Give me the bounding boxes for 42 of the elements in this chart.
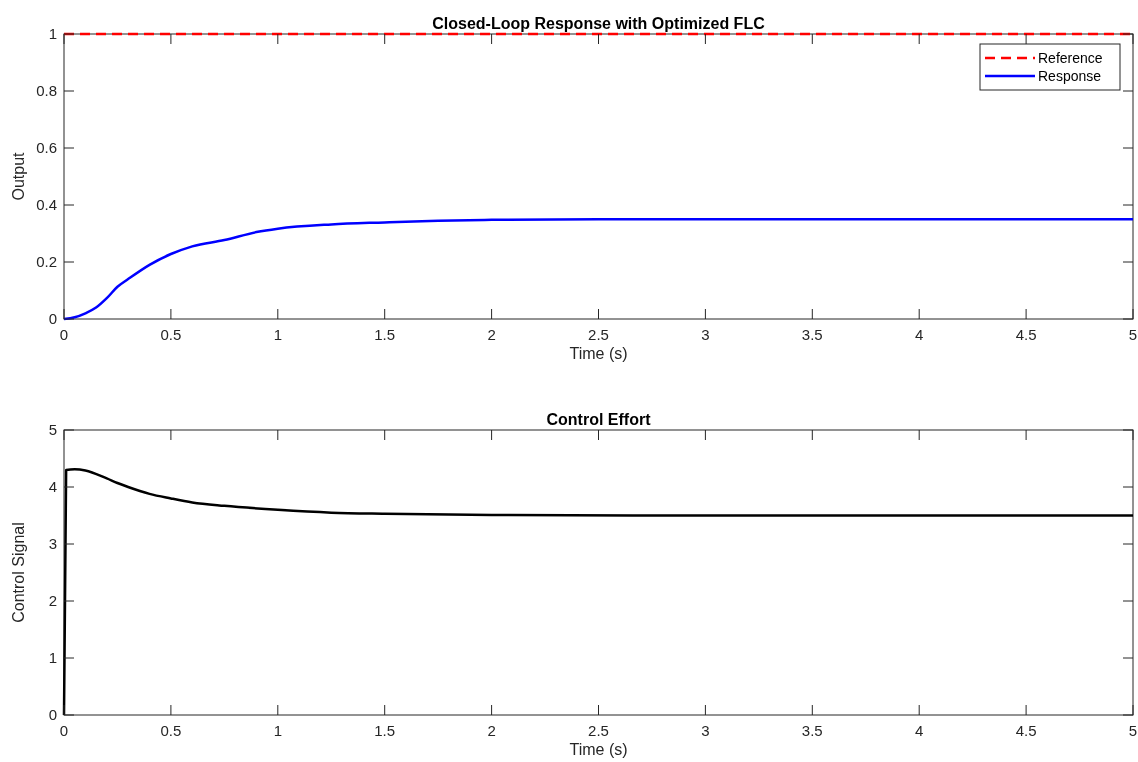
x-tick-label: 0 — [59, 326, 69, 343]
x-tick-label: 1 — [273, 326, 282, 343]
y-tick-label: 2 — [48, 592, 57, 609]
y-tick-label: 3 — [48, 535, 57, 552]
x-axis-title: Time (s) — [569, 345, 628, 362]
x-tick-label: 3 — [701, 326, 710, 343]
x-tick-label: 4 — [915, 722, 924, 739]
x-tick-label: 3.5 — [801, 722, 823, 739]
legend-label: Response — [1038, 68, 1102, 84]
x-tick-label: 1.5 — [374, 722, 396, 739]
x-axis-title: Time (s) — [569, 741, 628, 758]
x-tick-label: 4.5 — [1015, 326, 1037, 343]
y-tick-label: 1 — [48, 649, 57, 666]
x-tick-label: 2.5 — [588, 326, 609, 343]
x-tick-label: 5 — [1128, 326, 1138, 343]
y-tick-label: 0 — [48, 310, 57, 327]
x-tick-label: 1.5 — [374, 326, 396, 343]
y-tick-label: 0.8 — [36, 82, 57, 99]
y-axis-title: Control Signal — [10, 522, 27, 623]
legend-label: Reference — [1038, 50, 1103, 66]
x-tick-label: 0.5 — [160, 722, 182, 739]
y-axis-title: Output — [10, 151, 27, 201]
x-tick-label: 4 — [915, 326, 924, 343]
y-tick-label: 4 — [48, 478, 57, 495]
x-tick-label: 5 — [1128, 722, 1138, 739]
x-tick-label: 3.5 — [801, 326, 823, 343]
x-tick-label: 2.5 — [588, 722, 609, 739]
x-tick-label: 0.5 — [160, 326, 182, 343]
x-tick-label: 2 — [487, 326, 496, 343]
x-tick-label: 0 — [59, 722, 69, 739]
y-tick-label: 1 — [48, 25, 57, 42]
y-tick-label: 0.2 — [36, 253, 57, 270]
y-tick-label: 0.4 — [36, 196, 57, 213]
y-tick-label: 0 — [48, 706, 57, 723]
chart-title: Control Effort — [546, 411, 652, 428]
x-tick-label: 2 — [487, 722, 496, 739]
x-tick-label: 1 — [273, 722, 282, 739]
chart-title: Closed-Loop Response with Optimized FLC — [432, 15, 766, 32]
y-tick-label: 0.6 — [36, 139, 57, 156]
x-tick-label: 3 — [701, 722, 710, 739]
y-tick-label: 5 — [48, 421, 57, 438]
x-tick-label: 4.5 — [1015, 722, 1037, 739]
